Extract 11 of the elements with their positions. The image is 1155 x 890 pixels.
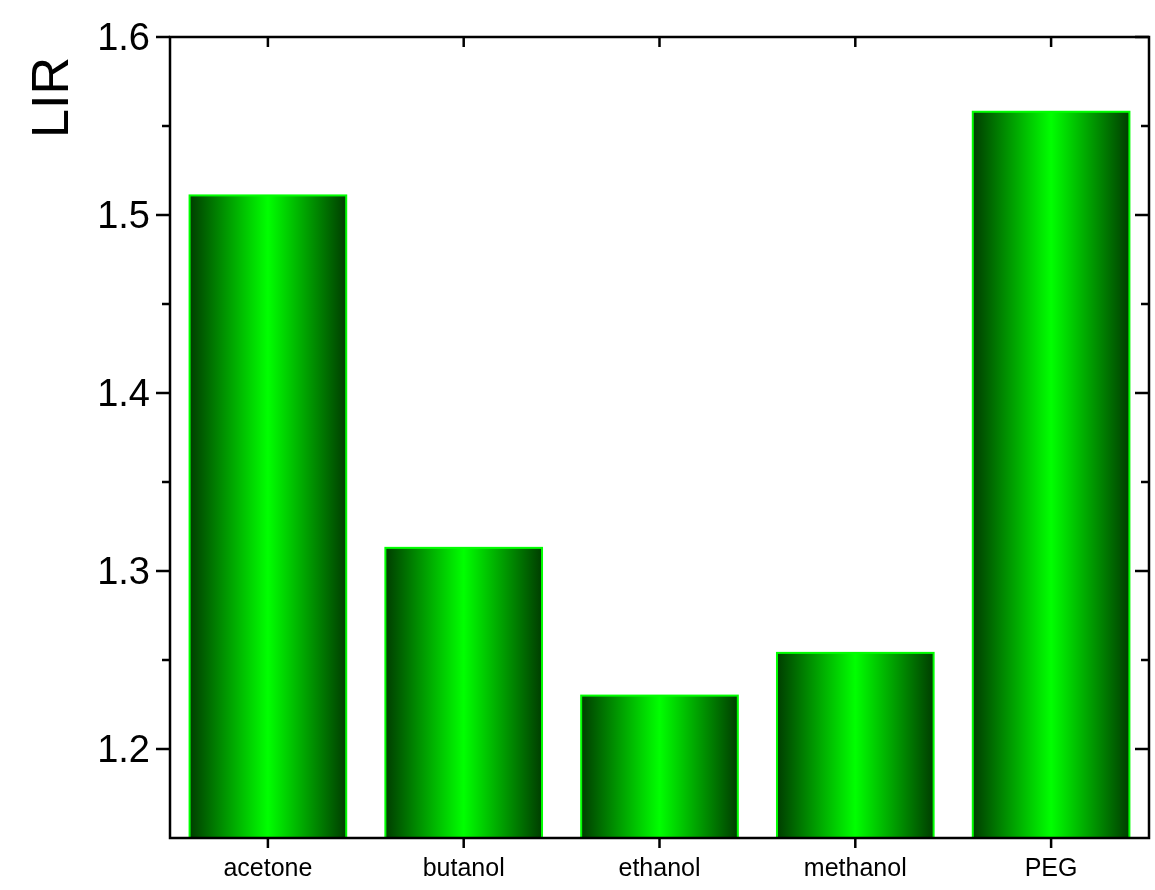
y-tick-label: 1.5 [97, 194, 150, 236]
y-tick-label: 1.4 [97, 372, 150, 414]
y-tick-label: 1.2 [97, 728, 150, 770]
x-tick-label: methanol [803, 853, 907, 881]
x-tick-label: PEG [1024, 853, 1078, 881]
x-tick-label: ethanol [618, 853, 701, 881]
y-axis-title: LIR [21, 57, 79, 138]
y-tick-label: 1.6 [97, 16, 150, 58]
x-tick-label: butanol [422, 853, 505, 881]
x-tick-label: acetone [223, 853, 313, 881]
y-tick-label: 1.3 [97, 550, 150, 592]
